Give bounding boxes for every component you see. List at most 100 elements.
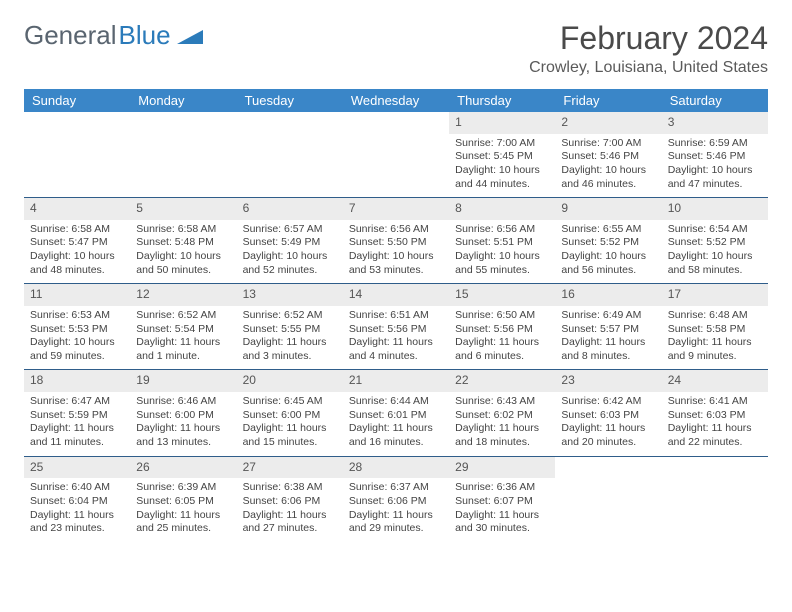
- sunrise-text: Sunrise: 6:44 AM: [349, 395, 443, 409]
- day-number: 27: [237, 457, 343, 479]
- dayname-sunday: Sunday: [24, 89, 130, 112]
- day-number: 9: [555, 198, 661, 220]
- daylight-text: Daylight: 10 hours: [668, 164, 762, 178]
- daylight-text: Daylight: 11 hours: [30, 422, 124, 436]
- sunrise-text: Sunrise: 6:52 AM: [243, 309, 337, 323]
- day-details: Sunrise: 6:44 AMSunset: 6:01 PMDaylight:…: [343, 392, 449, 456]
- daylight-text: and 1 minute.: [136, 350, 230, 364]
- daylight-text: Daylight: 11 hours: [243, 336, 337, 350]
- daylight-text: and 18 minutes.: [455, 436, 549, 450]
- daylight-text: and 20 minutes.: [561, 436, 655, 450]
- sunset-text: Sunset: 5:46 PM: [668, 150, 762, 164]
- calendar-week: 25Sunrise: 6:40 AMSunset: 6:04 PMDayligh…: [24, 456, 768, 542]
- day-details: Sunrise: 6:58 AMSunset: 5:47 PMDaylight:…: [24, 220, 130, 284]
- day-number: 3: [662, 112, 768, 134]
- calendar-cell: 11Sunrise: 6:53 AMSunset: 5:53 PMDayligh…: [24, 284, 130, 369]
- daylight-text: Daylight: 11 hours: [243, 422, 337, 436]
- sunset-text: Sunset: 5:53 PM: [30, 323, 124, 337]
- day-details: Sunrise: 6:42 AMSunset: 6:03 PMDaylight:…: [555, 392, 661, 456]
- daylight-text: Daylight: 11 hours: [136, 336, 230, 350]
- day-details: Sunrise: 6:48 AMSunset: 5:58 PMDaylight:…: [662, 306, 768, 370]
- day-details: Sunrise: 6:38 AMSunset: 6:06 PMDaylight:…: [237, 478, 343, 542]
- sunrise-text: Sunrise: 6:57 AM: [243, 223, 337, 237]
- calendar-cell: 25Sunrise: 6:40 AMSunset: 6:04 PMDayligh…: [24, 457, 130, 542]
- sunset-text: Sunset: 6:07 PM: [455, 495, 549, 509]
- daylight-text: Daylight: 11 hours: [349, 422, 443, 436]
- sunrise-text: Sunrise: 6:58 AM: [30, 223, 124, 237]
- daylight-text: Daylight: 10 hours: [136, 250, 230, 264]
- day-details: Sunrise: 6:52 AMSunset: 5:55 PMDaylight:…: [237, 306, 343, 370]
- daylight-text: and 8 minutes.: [561, 350, 655, 364]
- day-number: [343, 112, 449, 118]
- calendar-cell: 28Sunrise: 6:37 AMSunset: 6:06 PMDayligh…: [343, 457, 449, 542]
- day-details: Sunrise: 6:45 AMSunset: 6:00 PMDaylight:…: [237, 392, 343, 456]
- day-details: Sunrise: 6:56 AMSunset: 5:50 PMDaylight:…: [343, 220, 449, 284]
- dayname-friday: Friday: [555, 89, 661, 112]
- day-details: Sunrise: 6:59 AMSunset: 5:46 PMDaylight:…: [662, 134, 768, 198]
- daylight-text: Daylight: 10 hours: [561, 250, 655, 264]
- sunset-text: Sunset: 5:45 PM: [455, 150, 549, 164]
- day-number: 1: [449, 112, 555, 134]
- daylight-text: and 13 minutes.: [136, 436, 230, 450]
- day-number: 24: [662, 370, 768, 392]
- calendar-cell: 4Sunrise: 6:58 AMSunset: 5:47 PMDaylight…: [24, 198, 130, 283]
- daylight-text: and 30 minutes.: [455, 522, 549, 536]
- day-number: 2: [555, 112, 661, 134]
- daylight-text: and 6 minutes.: [455, 350, 549, 364]
- daylight-text: and 9 minutes.: [668, 350, 762, 364]
- day-number: 15: [449, 284, 555, 306]
- calendar-cell: 18Sunrise: 6:47 AMSunset: 5:59 PMDayligh…: [24, 370, 130, 455]
- day-details: Sunrise: 6:50 AMSunset: 5:56 PMDaylight:…: [449, 306, 555, 370]
- sunrise-text: Sunrise: 6:41 AM: [668, 395, 762, 409]
- day-details: Sunrise: 6:39 AMSunset: 6:05 PMDaylight:…: [130, 478, 236, 542]
- calendar-cell: 20Sunrise: 6:45 AMSunset: 6:00 PMDayligh…: [237, 370, 343, 455]
- day-number: 18: [24, 370, 130, 392]
- sunset-text: Sunset: 5:52 PM: [668, 236, 762, 250]
- daylight-text: Daylight: 11 hours: [136, 422, 230, 436]
- day-number: 21: [343, 370, 449, 392]
- daylight-text: Daylight: 11 hours: [136, 509, 230, 523]
- dayname-monday: Monday: [130, 89, 236, 112]
- calendar-cell: [343, 112, 449, 197]
- day-details: Sunrise: 6:52 AMSunset: 5:54 PMDaylight:…: [130, 306, 236, 370]
- daylight-text: and 11 minutes.: [30, 436, 124, 450]
- day-number: 22: [449, 370, 555, 392]
- day-number: [662, 457, 768, 463]
- calendar: Sunday Monday Tuesday Wednesday Thursday…: [24, 89, 768, 542]
- sunset-text: Sunset: 6:05 PM: [136, 495, 230, 509]
- daylight-text: Daylight: 10 hours: [30, 250, 124, 264]
- daylight-text: and 29 minutes.: [349, 522, 443, 536]
- day-number: [237, 112, 343, 118]
- calendar-cell: 19Sunrise: 6:46 AMSunset: 6:00 PMDayligh…: [130, 370, 236, 455]
- sunrise-text: Sunrise: 6:43 AM: [455, 395, 549, 409]
- sunset-text: Sunset: 6:06 PM: [243, 495, 337, 509]
- day-number: 8: [449, 198, 555, 220]
- header: GeneralBlue February 2024 Crowley, Louis…: [24, 20, 768, 77]
- calendar-cell: 24Sunrise: 6:41 AMSunset: 6:03 PMDayligh…: [662, 370, 768, 455]
- daylight-text: and 44 minutes.: [455, 178, 549, 192]
- calendar-cell: 10Sunrise: 6:54 AMSunset: 5:52 PMDayligh…: [662, 198, 768, 283]
- sunset-text: Sunset: 6:03 PM: [561, 409, 655, 423]
- sunset-text: Sunset: 5:58 PM: [668, 323, 762, 337]
- sunrise-text: Sunrise: 6:42 AM: [561, 395, 655, 409]
- daylight-text: Daylight: 11 hours: [455, 422, 549, 436]
- calendar-cell: [237, 112, 343, 197]
- daylight-text: and 53 minutes.: [349, 264, 443, 278]
- daylight-text: Daylight: 10 hours: [561, 164, 655, 178]
- sunrise-text: Sunrise: 7:00 AM: [561, 137, 655, 151]
- daylight-text: Daylight: 11 hours: [561, 336, 655, 350]
- sunrise-text: Sunrise: 6:58 AM: [136, 223, 230, 237]
- title-block: February 2024 Crowley, Louisiana, United…: [529, 20, 768, 77]
- sunset-text: Sunset: 5:56 PM: [455, 323, 549, 337]
- daylight-text: and 52 minutes.: [243, 264, 337, 278]
- day-number: 20: [237, 370, 343, 392]
- day-number: 19: [130, 370, 236, 392]
- daylight-text: and 55 minutes.: [455, 264, 549, 278]
- sunrise-text: Sunrise: 6:36 AM: [455, 481, 549, 495]
- sunset-text: Sunset: 5:57 PM: [561, 323, 655, 337]
- day-number: 29: [449, 457, 555, 479]
- calendar-cell: 27Sunrise: 6:38 AMSunset: 6:06 PMDayligh…: [237, 457, 343, 542]
- calendar-cell: 6Sunrise: 6:57 AMSunset: 5:49 PMDaylight…: [237, 198, 343, 283]
- sunrise-text: Sunrise: 6:56 AM: [455, 223, 549, 237]
- day-number: 6: [237, 198, 343, 220]
